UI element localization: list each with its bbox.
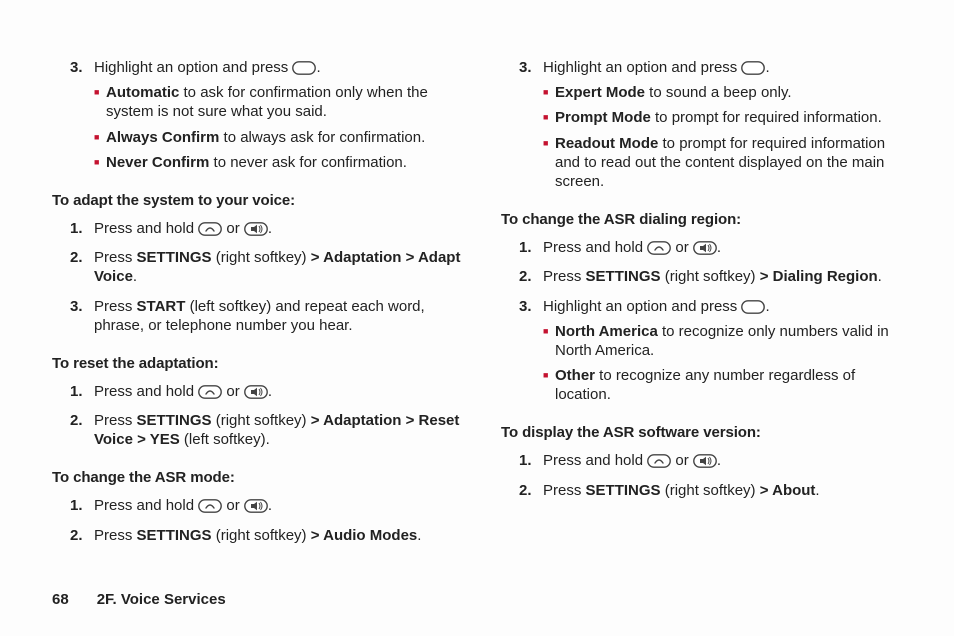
bullet-item: ■ Readout Mode to prompt for required in… <box>543 134 910 192</box>
talk-key-icon <box>647 454 671 468</box>
bullet-icon: ■ <box>94 153 106 172</box>
speaker-key-icon <box>693 454 717 468</box>
list-item: 1. Press and hold or . <box>70 496 461 515</box>
list-item: 2. Press SETTINGS (right softkey) > Adap… <box>70 411 461 449</box>
bullet-icon: ■ <box>543 366 555 404</box>
speaker-key-icon <box>244 385 268 399</box>
page-footer: 68 2F. Voice Services <box>52 591 226 608</box>
list-item: 1. Press and hold or . <box>519 238 910 257</box>
speaker-key-icon <box>244 499 268 513</box>
ok-key-icon <box>741 61 765 75</box>
bullet-icon: ■ <box>543 108 555 127</box>
left-column: 3. Highlight an option and press . ■ Aut… <box>52 48 461 551</box>
talk-key-icon <box>198 499 222 513</box>
right-column: 3. Highlight an option and press . ■ Exp… <box>501 48 910 551</box>
list-item: 3. Highlight an option and press . <box>519 297 910 316</box>
section-heading: To adapt the system to your voice: <box>52 192 461 209</box>
speaker-key-icon <box>244 222 268 236</box>
bullet-icon: ■ <box>543 83 555 102</box>
list-item: 1. Press and hold or . <box>70 382 461 401</box>
section-heading: To reset the adaptation: <box>52 355 461 372</box>
list-item: 2. Press SETTINGS (right softkey) > Audi… <box>70 526 461 545</box>
talk-key-icon <box>198 385 222 399</box>
talk-key-icon <box>198 222 222 236</box>
bullet-icon: ■ <box>94 128 106 147</box>
page-number: 68 <box>52 591 69 608</box>
bullet-item: ■ Expert Mode to sound a beep only. <box>543 83 910 102</box>
section-title: 2F. Voice Services <box>97 591 226 608</box>
ok-key-icon <box>292 61 316 75</box>
list-item: 3. Press START (left softkey) and repeat… <box>70 297 461 335</box>
bullet-item: ■ Never Confirm to never ask for confirm… <box>94 153 461 172</box>
bullet-item: ■ Automatic to ask for confirmation only… <box>94 83 461 121</box>
section-heading: To change the ASR mode: <box>52 469 461 486</box>
bullet-icon: ■ <box>543 134 555 192</box>
list-item: 3. Highlight an option and press . <box>70 58 461 77</box>
section-heading: To display the ASR software version: <box>501 424 910 441</box>
talk-key-icon <box>647 241 671 255</box>
list-item: 2. Press SETTINGS (right softkey) > Abou… <box>519 481 910 500</box>
step-text: Highlight an option and press . <box>94 58 461 77</box>
bullet-item: ■ Always Confirm to always ask for confi… <box>94 128 461 147</box>
ok-key-icon <box>741 300 765 314</box>
bullet-icon: ■ <box>543 322 555 360</box>
bullet-item: ■ Other to recognize any number regardle… <box>543 366 910 404</box>
bullet-icon: ■ <box>94 83 106 121</box>
list-item: 2. Press SETTINGS (right softkey) > Adap… <box>70 248 461 286</box>
section-heading: To change the ASR dialing region: <box>501 211 910 228</box>
list-item: 3. Highlight an option and press . <box>519 58 910 77</box>
bullet-item: ■ Prompt Mode to prompt for required inf… <box>543 108 910 127</box>
bullet-item: ■ North America to recognize only number… <box>543 322 910 360</box>
step-number: 3. <box>70 58 94 77</box>
speaker-key-icon <box>693 241 717 255</box>
list-item: 1. Press and hold or . <box>70 219 461 238</box>
list-item: 1. Press and hold or . <box>519 451 910 470</box>
list-item: 2. Press SETTINGS (right softkey) > Dial… <box>519 267 910 286</box>
